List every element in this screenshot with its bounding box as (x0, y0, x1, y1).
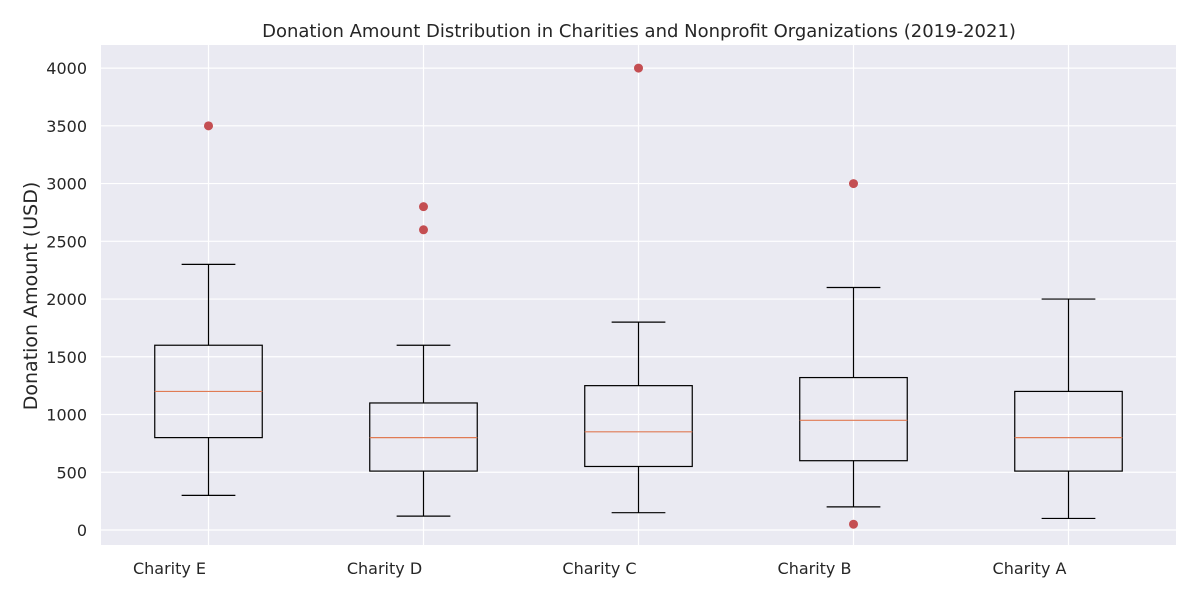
box-charity-a (1014, 298, 1123, 520)
box-charity-d (369, 202, 478, 517)
x-tick-label: Charity A (993, 559, 1067, 578)
outlier-point (419, 225, 428, 235)
y-axis-label: Donation Amount (USD) (20, 182, 42, 411)
x-tick-label: Charity E (133, 559, 206, 578)
iqr-box (799, 376, 908, 462)
y-tick-label: 3000 (46, 175, 87, 194)
outlier-point (204, 121, 213, 131)
y-tick-label: 2500 (46, 232, 87, 251)
box-charity-c (584, 63, 693, 514)
chart-title: Donation Amount Distribution in Charitie… (262, 21, 1016, 42)
y-tick-label: 500 (56, 463, 87, 482)
outlier-point (634, 63, 643, 73)
outlier-point (419, 202, 428, 212)
iqr-box (1014, 390, 1123, 472)
y-tick-label: 4000 (46, 59, 87, 78)
boxes (154, 63, 1123, 529)
y-tick-label: 1500 (46, 348, 87, 367)
x-tick-label: Charity D (347, 559, 422, 578)
y-tick-label: 3500 (46, 117, 87, 136)
outlier-point (849, 179, 858, 189)
x-tick-label: Charity B (778, 559, 852, 578)
box-charity-e (154, 121, 263, 496)
y-tick-label: 0 (77, 521, 87, 540)
iqr-box (584, 385, 693, 468)
y-axis-ticks: 0 500 1000 1500 2000 2500 3000 3500 4000 (46, 59, 87, 540)
outlier-point (849, 519, 858, 529)
y-tick-label: 2000 (46, 290, 87, 309)
y-tick-label: 1000 (46, 406, 87, 425)
x-axis-ticks: Charity E Charity D Charity C Charity B Char… (133, 559, 1067, 578)
x-tick-label: Charity C (562, 559, 636, 578)
box-charity-b (799, 179, 908, 529)
